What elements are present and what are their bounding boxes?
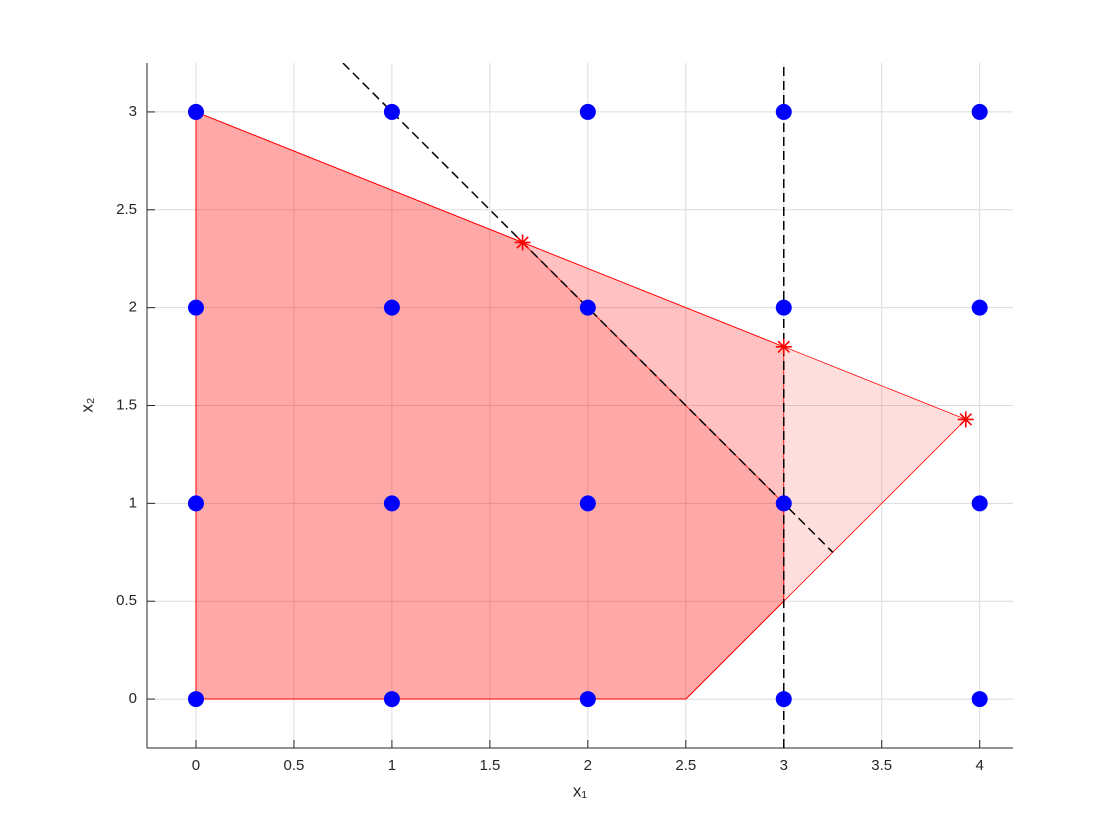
- point: [971, 691, 988, 708]
- x-tick-label: 3: [780, 757, 788, 774]
- x-tick-label: 0.5: [284, 757, 305, 774]
- point: [187, 103, 204, 120]
- x-tick-label: 1.5: [479, 757, 500, 774]
- star: [957, 411, 974, 428]
- point: [187, 299, 204, 316]
- point: [971, 299, 988, 316]
- point: [775, 103, 792, 120]
- y-axis-label: x₂: [77, 397, 96, 412]
- point: [775, 495, 792, 512]
- point: [775, 299, 792, 316]
- point: [579, 103, 596, 120]
- point: [383, 103, 400, 120]
- point: [187, 691, 204, 708]
- point: [775, 691, 792, 708]
- y-tick-label: 0.5: [116, 592, 137, 609]
- x-tick-label: 0: [192, 757, 200, 774]
- y-tick-label: 3: [129, 103, 137, 120]
- point: [579, 299, 596, 316]
- x-tick-label: 4: [976, 757, 984, 774]
- x-tick-label: 2.5: [675, 757, 696, 774]
- point: [579, 495, 596, 512]
- point: [971, 495, 988, 512]
- x-axis-label: x₁: [573, 781, 588, 800]
- star: [775, 338, 792, 355]
- x-tick-label: 2: [584, 757, 592, 774]
- point: [383, 495, 400, 512]
- x-tick-label: 3.5: [871, 757, 892, 774]
- x-tick-label: 1: [388, 757, 396, 774]
- plot-area: [195, 63, 967, 748]
- dashed-line: [342, 63, 834, 553]
- point: [187, 495, 204, 512]
- y-tick-label: 0: [129, 690, 137, 707]
- star: [514, 234, 531, 251]
- y-tick-label: 2: [129, 299, 137, 316]
- point: [383, 299, 400, 316]
- y-tick-label: 1: [129, 494, 137, 511]
- point: [579, 691, 596, 708]
- point: [971, 103, 988, 120]
- y-tick-label: 2.5: [116, 201, 137, 218]
- point: [383, 691, 400, 708]
- y-tick-label: 1.5: [116, 396, 137, 413]
